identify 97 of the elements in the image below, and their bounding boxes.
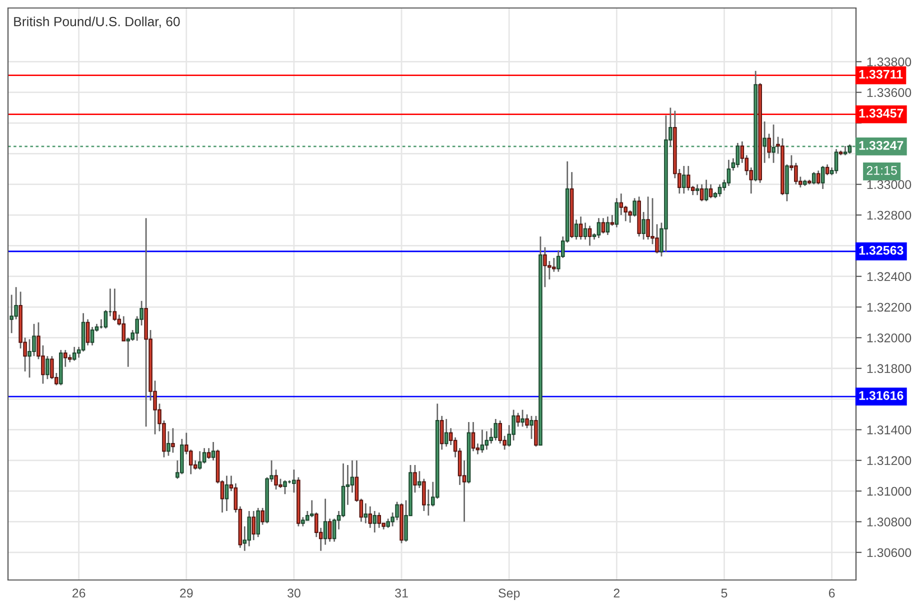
candlestick bbox=[525, 414, 529, 429]
ref-line-label: 1.33247 bbox=[859, 140, 904, 150]
x-tick-label: 26 bbox=[72, 588, 86, 598]
candlestick bbox=[578, 216, 583, 240]
ref-line-label: 1.33711 bbox=[859, 70, 903, 79]
y-tick-label: 1.31000 bbox=[867, 486, 912, 496]
candlestick bbox=[520, 409, 524, 428]
candlestick bbox=[682, 165, 686, 194]
candlestick bbox=[112, 288, 117, 322]
candlestick bbox=[695, 184, 700, 196]
candlestick bbox=[708, 184, 713, 199]
candlestick bbox=[413, 464, 417, 494]
ref-line-label: 1.32563 bbox=[859, 246, 904, 255]
candlestick bbox=[530, 415, 534, 440]
candlestick bbox=[323, 498, 328, 546]
candlestick bbox=[718, 184, 722, 198]
candlestick bbox=[72, 346, 76, 362]
candlestick bbox=[444, 418, 448, 448]
candlestick bbox=[498, 420, 502, 444]
candlestick bbox=[614, 197, 619, 228]
candlestick bbox=[364, 502, 368, 524]
y-tick-label: 1.33000 bbox=[867, 180, 912, 190]
candlestick bbox=[188, 448, 193, 475]
candlestick bbox=[601, 217, 606, 234]
candlestick bbox=[816, 170, 820, 186]
candlestick bbox=[292, 468, 296, 494]
y-tick-label: 1.30800 bbox=[867, 518, 912, 526]
candlestick bbox=[484, 430, 489, 450]
x-tick-label: 5 bbox=[721, 588, 728, 598]
candlestick bbox=[820, 165, 825, 190]
candlestick bbox=[166, 430, 170, 456]
y-tick-label: 1.32400 bbox=[867, 272, 912, 282]
candlestick bbox=[328, 518, 332, 542]
candlestick bbox=[418, 470, 422, 489]
candlestick bbox=[726, 159, 731, 187]
candlestick bbox=[256, 507, 260, 538]
x-tick-label: 6 bbox=[828, 588, 835, 598]
candlestick bbox=[372, 510, 377, 534]
y-tick-label: 1.31200 bbox=[867, 456, 912, 466]
candlestick bbox=[211, 441, 216, 462]
candlestick bbox=[202, 447, 206, 464]
text: British Pound/U.S. Dollar, 60 bbox=[14, 16, 180, 28]
candlestick bbox=[588, 225, 592, 246]
candlestick bbox=[494, 418, 498, 442]
ref-line-label: 1.33457 bbox=[859, 108, 904, 118]
candlestick bbox=[86, 318, 90, 346]
y-tick-label: 1.32800 bbox=[867, 210, 912, 220]
x-tick-label: 2 bbox=[614, 588, 620, 598]
candlestick bbox=[834, 148, 838, 174]
candlestick bbox=[610, 214, 614, 226]
candlestick bbox=[489, 427, 494, 444]
candlestick bbox=[46, 355, 50, 380]
text: 21:15 bbox=[866, 166, 897, 175]
candlestick bbox=[368, 506, 372, 529]
candlestick bbox=[700, 184, 704, 202]
candlestick bbox=[171, 427, 175, 454]
candlestick bbox=[619, 192, 624, 216]
candlestick bbox=[332, 518, 336, 542]
candlestick bbox=[283, 480, 287, 495]
candlestick bbox=[642, 211, 646, 240]
ref-line-label: 1.31616 bbox=[859, 391, 904, 400]
candlestick bbox=[596, 217, 601, 239]
candlestick bbox=[583, 222, 588, 240]
candlestick bbox=[206, 447, 211, 460]
candlestick bbox=[90, 326, 94, 346]
candlestick bbox=[260, 507, 264, 526]
candlestick bbox=[198, 450, 202, 470]
x-tick-label: Sep bbox=[498, 588, 520, 600]
y-tick-label: 1.32200 bbox=[867, 302, 912, 312]
x-tick-label: 29 bbox=[180, 588, 193, 598]
candlestick bbox=[252, 510, 256, 541]
candlestick bbox=[812, 171, 816, 186]
candlestick bbox=[224, 475, 229, 512]
candlestick bbox=[350, 460, 354, 494]
candlestick bbox=[736, 142, 740, 168]
candlestick bbox=[574, 218, 578, 240]
y-tick-label: 1.30600 bbox=[867, 548, 912, 558]
candlestick bbox=[247, 510, 252, 547]
candlestick bbox=[377, 512, 382, 529]
y-tick-label: 1.32000 bbox=[867, 334, 912, 342]
candlestick bbox=[104, 309, 108, 330]
x-tick-label: 30 bbox=[287, 588, 300, 598]
candlestick bbox=[704, 179, 708, 202]
candlestick bbox=[422, 478, 426, 512]
candlestick bbox=[480, 429, 484, 454]
candlestick bbox=[606, 216, 610, 236]
candlestick bbox=[825, 164, 830, 176]
y-tick-label: 1.33600 bbox=[867, 88, 912, 97]
candlestick bbox=[440, 415, 444, 450]
candlestick bbox=[516, 412, 520, 428]
candlestick bbox=[310, 500, 314, 518]
y-tick-label: 1.33800 bbox=[867, 57, 912, 66]
y-tick-label: 1.31400 bbox=[867, 426, 912, 434]
candlestick bbox=[122, 316, 126, 342]
y-tick-label: 1.31800 bbox=[867, 364, 912, 374]
candlestick bbox=[471, 421, 476, 452]
x-tick-label: 31 bbox=[395, 588, 408, 598]
